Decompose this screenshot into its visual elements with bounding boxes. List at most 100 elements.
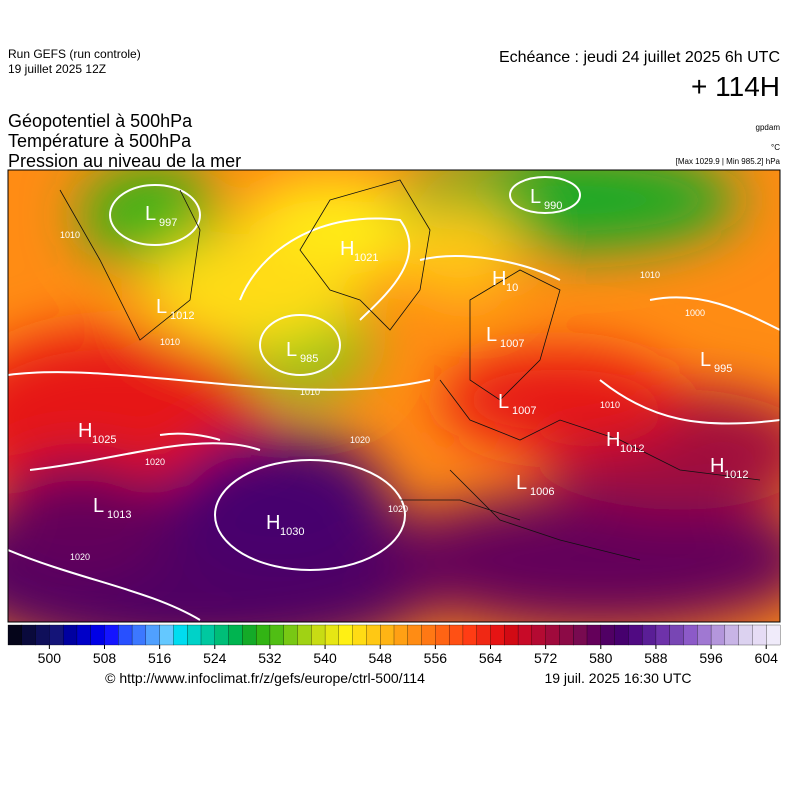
colorbar-swatch (476, 624, 491, 646)
colorbar-swatch (697, 624, 712, 646)
isobar-label: 1020 (350, 435, 370, 445)
colorbar-swatch (352, 624, 367, 646)
colorbar-tick-label: 500 (38, 650, 62, 666)
colorbar-swatch (600, 624, 616, 646)
center-value: 1030 (280, 526, 304, 538)
center-value: 1013 (107, 509, 131, 521)
colorbar-swatch (255, 624, 271, 646)
colorbar-swatch (173, 624, 188, 646)
unit: °C (771, 143, 780, 152)
center-letter: L (516, 472, 527, 494)
colorbar: 500 508 516 524 532 540 548 556 564 572 580 588 596 6… (7, 624, 781, 666)
isobar-label: 1010 (160, 337, 180, 347)
center-letter: H (492, 268, 506, 290)
center-value: 1025 (92, 434, 116, 446)
colorbar-swatch (462, 624, 478, 646)
colorbar-swatch (283, 624, 298, 646)
colorbar-swatch (559, 624, 574, 646)
colorbar-tick-label: 524 (203, 650, 227, 666)
center-letter: L (145, 203, 156, 225)
colorbar-swatch (49, 624, 64, 646)
colorbar-tick-label: 564 (479, 650, 503, 666)
colorbar-swatch (159, 624, 174, 646)
colorbar-swatch (724, 624, 740, 646)
source: © http://www.infoclimat.fr/z/gefs/europe… (105, 670, 425, 686)
center-letter: L (286, 339, 297, 361)
colorbar-swatch (62, 624, 78, 646)
run-date: 19 juillet 2025 12Z (8, 62, 106, 76)
colorbar-swatch (7, 624, 23, 646)
center-value: 1012 (620, 443, 644, 455)
colorbar-tick-label: 572 (534, 650, 558, 666)
colorbar-swatch (448, 624, 464, 646)
center-letter: H (78, 420, 92, 442)
colorbar-swatch (752, 624, 767, 646)
colorbar-tick-label: 540 (313, 650, 337, 666)
colorbar-swatch (641, 624, 657, 646)
center-value: 1006 (530, 486, 554, 498)
colorbar-tick-label: 588 (644, 650, 668, 666)
colorbar-swatch (187, 624, 202, 646)
colorbar-swatch (517, 624, 533, 646)
echeance: Echéance : jeudi 24 juillet 2025 6h UTC (499, 49, 780, 66)
center-letter: L (156, 296, 167, 318)
colorbar-swatch (710, 624, 726, 646)
colorbar-swatch (655, 624, 671, 646)
colorbar-swatch (311, 624, 326, 646)
isobar-label: 1010 (640, 270, 660, 280)
colorbar-swatch (738, 624, 753, 646)
colorbar-swatch (90, 624, 105, 646)
colorbar-swatch (104, 624, 119, 646)
isobar-label: 1020 (145, 457, 165, 467)
colorbar-swatch (407, 624, 423, 646)
colorbar-swatch (214, 624, 230, 646)
title: Géopotentiel à 500hPa (8, 111, 193, 131)
colorbar-tick-label: 596 (699, 650, 723, 666)
lead-time: + 114H (691, 71, 780, 102)
colorbar-swatch (628, 624, 643, 646)
colorbar-swatch (669, 624, 684, 646)
colorbar-tick-label: 532 (258, 650, 282, 666)
center-letter: L (498, 391, 509, 413)
colorbar-swatch (21, 624, 37, 646)
center-value: 10 (506, 282, 518, 294)
colorbar-swatch (297, 624, 312, 646)
pressure-range: [Max 1029.9 | Min 985.2] hPa (676, 157, 781, 166)
colorbar-swatch (504, 624, 519, 646)
isobar-label: 1010 (300, 387, 320, 397)
colorbar-swatch (366, 624, 381, 646)
title: Température à 500hPa (8, 131, 192, 151)
colorbar-swatch (421, 624, 436, 646)
center-value: 997 (159, 217, 177, 229)
center-value: 995 (714, 363, 732, 375)
colorbar-swatch (435, 624, 450, 646)
colorbar-swatch (545, 624, 560, 646)
center-value: 1012 (170, 310, 194, 322)
colorbar-swatch (614, 624, 629, 646)
center-letter: L (530, 186, 541, 208)
map (8, 170, 780, 622)
colorbar-swatch (338, 624, 354, 646)
colorbar-swatch (393, 624, 409, 646)
colorbar-tick-label: 516 (148, 650, 172, 666)
colorbar-swatch (118, 624, 133, 646)
center-letter: L (486, 324, 497, 346)
center-letter: H (340, 238, 354, 260)
title: Pression au niveau de la mer (8, 151, 241, 171)
center-value: 990 (544, 200, 562, 212)
colorbar-swatch (242, 624, 257, 646)
colorbar-swatch (766, 624, 781, 646)
center-value: 1012 (724, 469, 748, 481)
colorbar-swatch (324, 624, 340, 646)
colorbar-tick-label: 556 (424, 650, 448, 666)
colorbar-swatch (683, 624, 698, 646)
isobar-label: 1000 (685, 308, 705, 318)
colorbar-swatch (76, 624, 92, 646)
isobar-label: 1010 (600, 400, 620, 410)
run: Run GEFS (run controle) (8, 47, 141, 61)
center-value: 1007 (512, 405, 536, 417)
center-value: 985 (300, 353, 318, 365)
colorbar-tick-label: 508 (93, 650, 117, 666)
unit: gpdam (756, 123, 781, 132)
